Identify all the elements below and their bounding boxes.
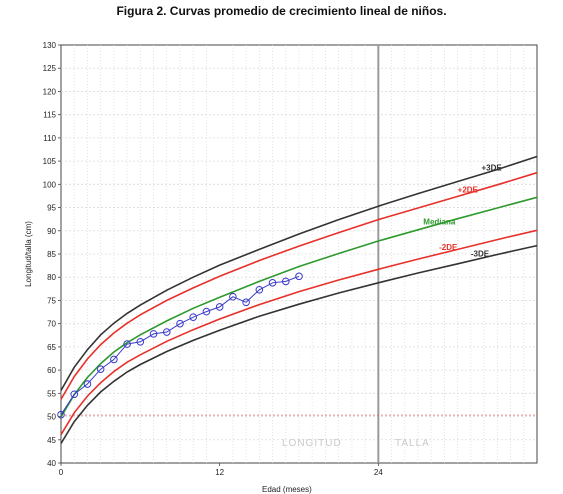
y-tick-label: 55 — [47, 389, 56, 398]
patient-point — [110, 355, 118, 364]
series-labels-layer: +3DE +2DE Mediana -2DE -3DE — [423, 163, 502, 258]
y-tick-label: 120 — [43, 87, 57, 96]
patient-point — [215, 303, 224, 311]
grid-layer — [61, 45, 537, 463]
x-tick-label: 12 — [215, 468, 224, 477]
patient-point — [242, 298, 250, 307]
region-label-talla: TALLA — [395, 438, 430, 449]
y-tick-label: 45 — [47, 436, 56, 445]
patient-point — [281, 277, 290, 286]
tick-labels-layer: 4045505560657075808590951001051101151201… — [43, 41, 384, 477]
patient-point — [149, 330, 158, 338]
y-tick-label: 75 — [47, 296, 56, 305]
curves-layer — [60, 155, 538, 444]
y-tick-label: 115 — [43, 111, 56, 120]
reference-lines — [61, 45, 537, 463]
series-line — [60, 155, 538, 391]
y-tick-label: 130 — [43, 41, 57, 50]
y-tick-label: 125 — [43, 64, 57, 73]
patient-line — [60, 275, 300, 415]
series-line — [60, 244, 538, 444]
patient-point — [255, 285, 264, 294]
y-tick-label: 110 — [43, 134, 56, 143]
y-tick-label: 105 — [43, 157, 57, 166]
region-label-longitud: LONGITUD — [282, 438, 342, 449]
x-tick-label: 0 — [59, 468, 64, 477]
series-label: -3DE — [471, 250, 490, 259]
y-axis-title: Longitud/talla (cm) — [24, 221, 33, 287]
y-tick-label: 60 — [47, 366, 56, 375]
figure-caption: Figura 2. Curvas promedio de crecimiento… — [116, 4, 447, 18]
series-line — [60, 196, 538, 418]
patient-point — [70, 390, 79, 399]
patient-point — [189, 313, 198, 321]
patient-point — [229, 292, 237, 301]
series-label: -2DE — [439, 243, 458, 252]
patient-point — [57, 410, 65, 419]
y-tick-label: 100 — [43, 180, 57, 189]
x-tick-label: 24 — [374, 468, 383, 477]
y-tick-label: 65 — [47, 343, 56, 352]
patient-point — [202, 307, 211, 316]
patient-point — [268, 278, 277, 287]
x-axis-title: Edad (meses) — [262, 485, 312, 494]
patient-point — [176, 319, 184, 328]
y-tick-label: 85 — [47, 250, 56, 259]
patient-point — [83, 380, 92, 388]
y-tick-label: 50 — [47, 413, 56, 422]
series-label: +2DE — [458, 185, 479, 194]
patient-point — [295, 272, 303, 281]
y-tick-label: 95 — [47, 204, 56, 213]
y-tick-label: 90 — [47, 227, 56, 236]
series-label: +3DE — [481, 163, 502, 172]
y-tick-label: 80 — [47, 273, 56, 282]
patient-point — [96, 365, 105, 373]
patient-points-layer — [57, 272, 303, 419]
y-tick-label: 70 — [47, 320, 56, 329]
series-label: Mediana — [423, 217, 456, 226]
patient-point — [123, 340, 131, 348]
patient-point — [136, 337, 145, 346]
series-line — [60, 171, 538, 400]
y-tick-label: 40 — [47, 459, 56, 468]
series-line — [60, 229, 538, 436]
patient-point — [162, 328, 171, 336]
